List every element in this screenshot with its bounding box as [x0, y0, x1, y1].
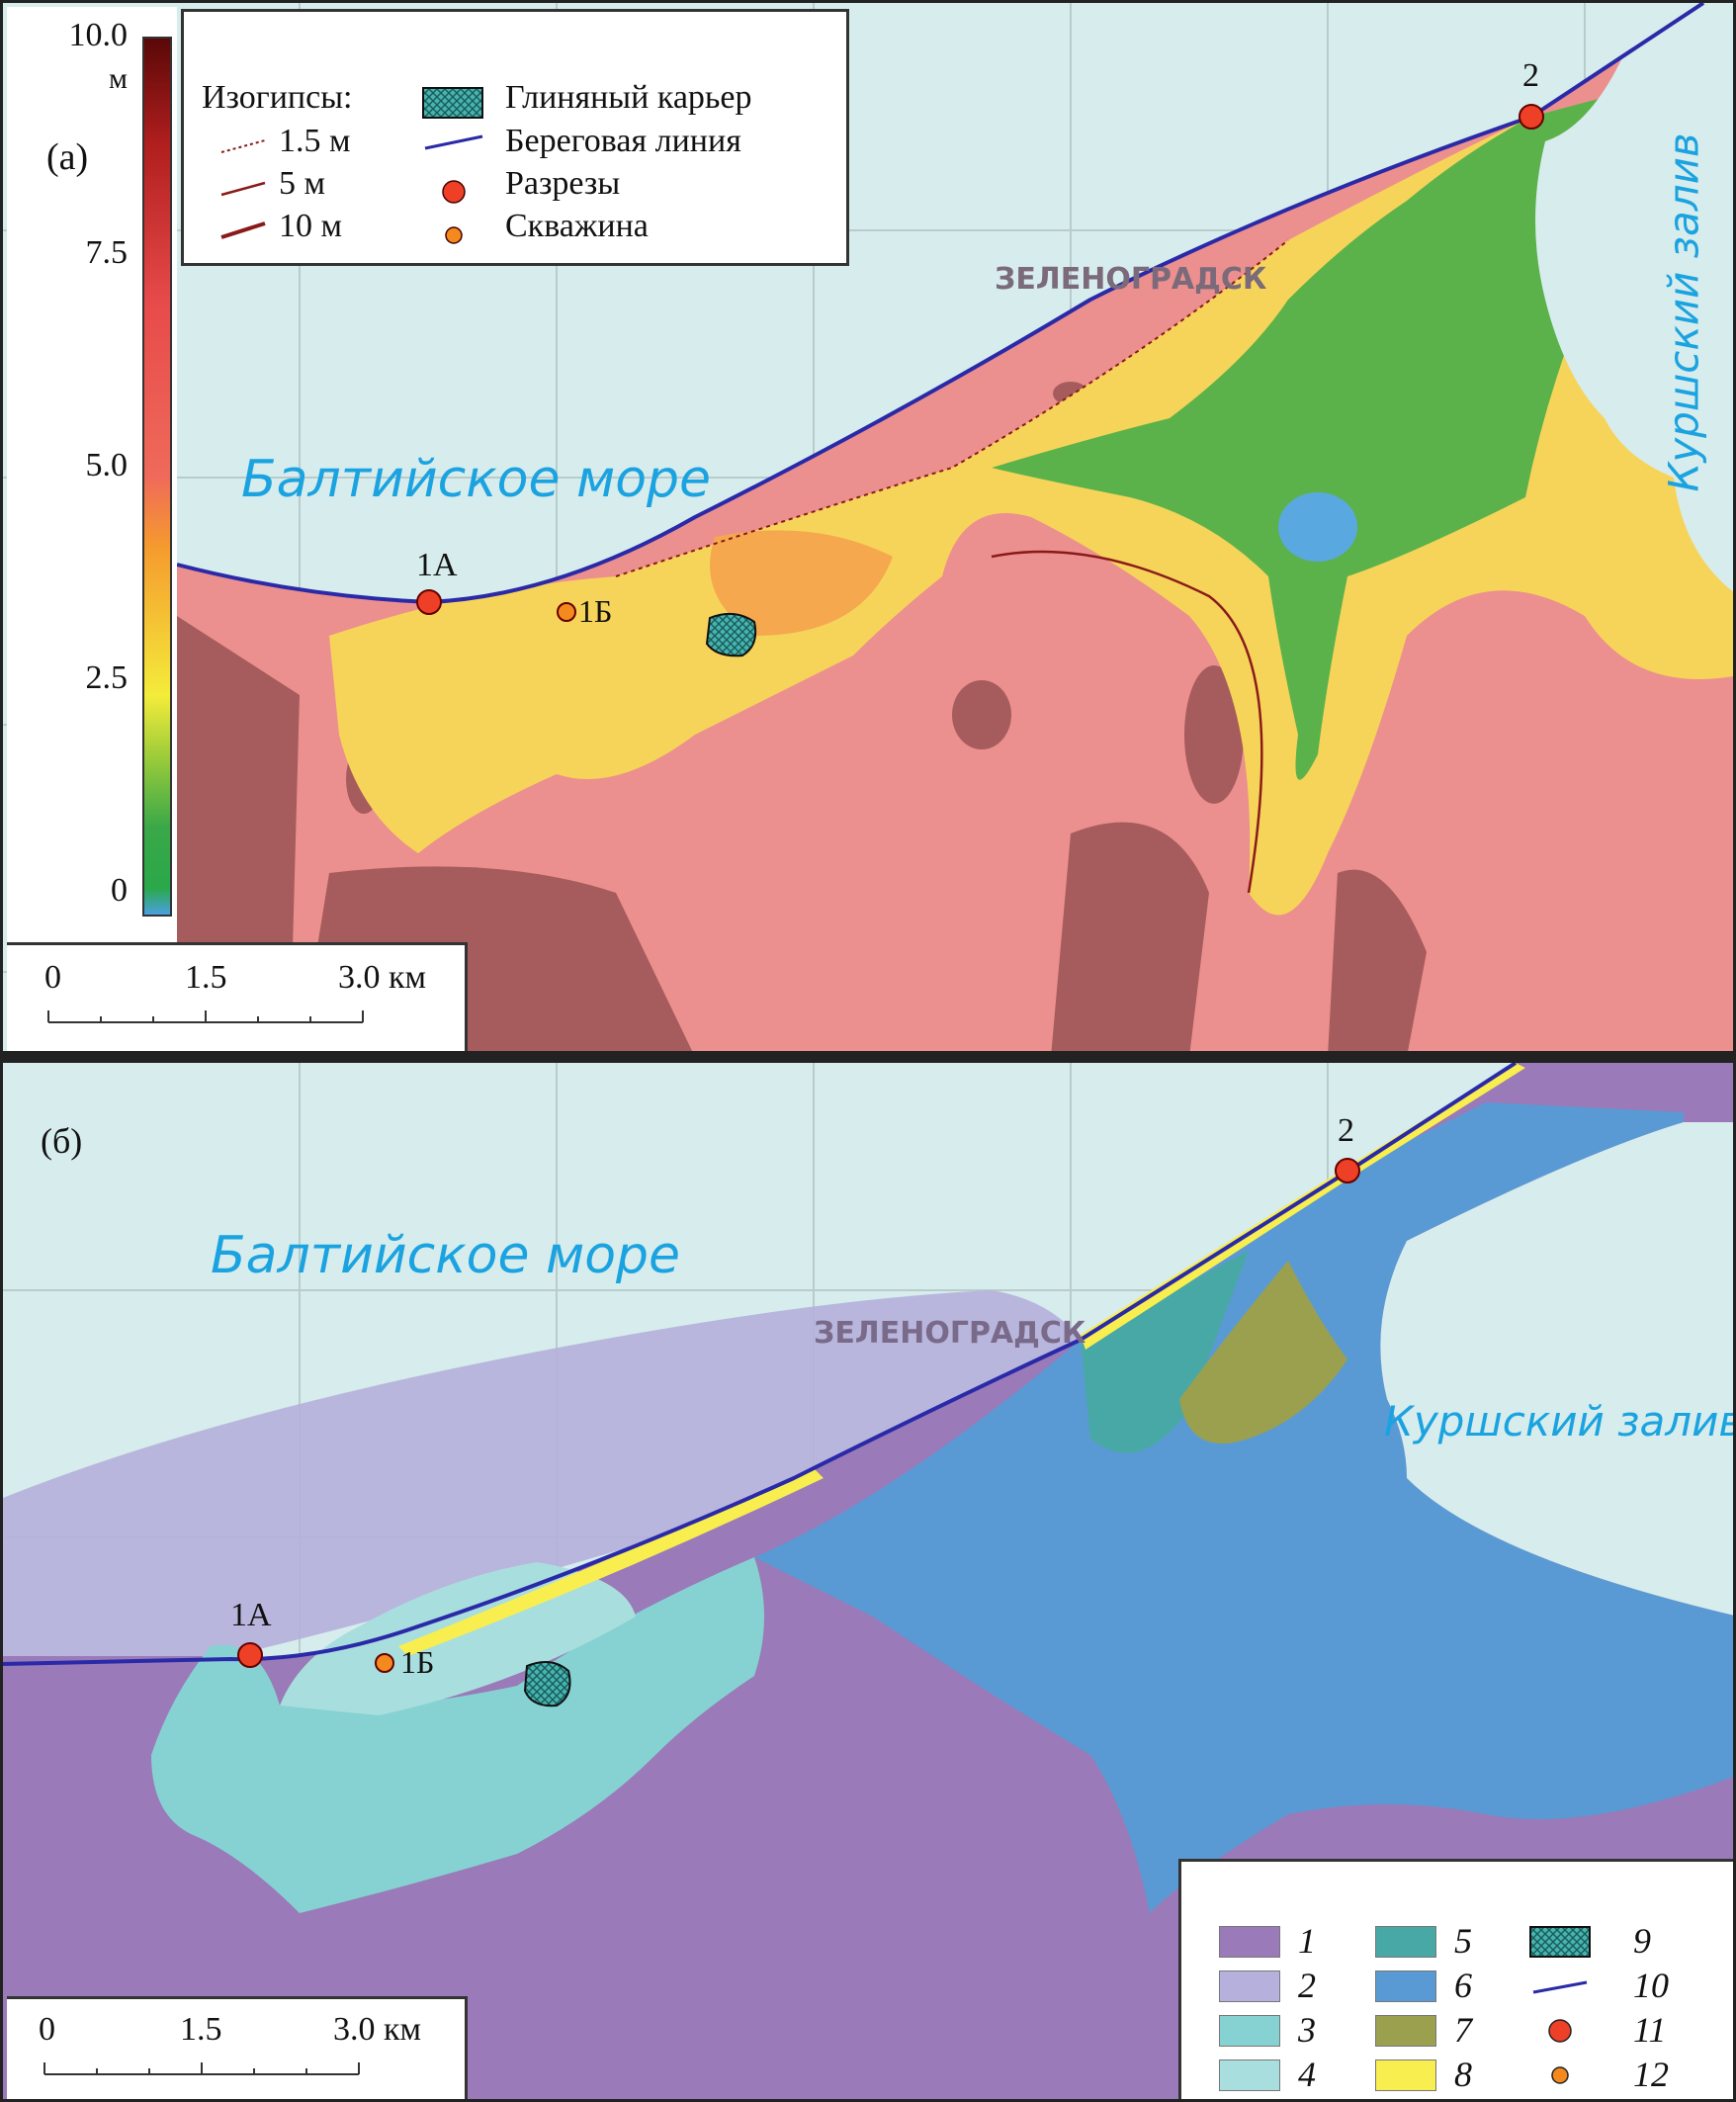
borehole-icon: [445, 226, 463, 244]
section-2-marker: [1519, 104, 1544, 130]
unit-7-area: [1179, 1261, 1347, 1444]
legend-label-8: 8: [1454, 2055, 1472, 2094]
legend-swatch-3: [1219, 2015, 1280, 2047]
depression-below-0m: [1278, 492, 1357, 562]
borehole-1b-marker: [557, 602, 576, 622]
legend-swatch-4: [1219, 2059, 1280, 2091]
scale-bar-panel-b: 0 1.5 3.0 км: [7, 1996, 468, 2099]
legend-label-9: 9: [1633, 1921, 1651, 1961]
scale-label-0: 0: [44, 959, 61, 996]
legend-label-11: 11: [1633, 2010, 1667, 2050]
borehole-1b-marker-b: [375, 1653, 394, 1673]
legend-label-7: 7: [1454, 2010, 1472, 2050]
section-icon: [442, 180, 466, 204]
scale-label-3-b: 3.0 км: [333, 2011, 422, 2048]
clay-pit-marker: [705, 612, 757, 657]
legend-swatch-8: [1375, 2059, 1436, 2091]
curonian-lagoon-label: Куршский залив: [1659, 132, 1708, 492]
lowland-orange-patch: [710, 530, 893, 636]
section-1a-marker-b: [237, 1642, 263, 1668]
colorbar-tick-10: 10.0: [68, 17, 129, 53]
clay-pit-icon: [422, 87, 483, 119]
coastline-b: [3, 1063, 1518, 1666]
legend-coastline: Береговая линия: [505, 123, 741, 159]
colorbar-tick-7.5: 7.5: [85, 234, 129, 271]
curonian-lagoon-label-b: Куршский залив: [1384, 1397, 1736, 1445]
legend-label-3: 3: [1298, 2010, 1316, 2050]
section-1a-marker: [416, 589, 442, 615]
legend-swatch-6: [1375, 1971, 1436, 2002]
section-icon-b: [1529, 2015, 1591, 2047]
panel-b-facies-map: (б) 1А 1Б 2 Балтийское море Куршский зал…: [0, 1060, 1736, 2102]
colorbar: [142, 37, 172, 917]
curonian-lagoon-b: [1380, 1122, 1733, 1616]
scale-label-0-b: 0: [39, 2011, 55, 2048]
colorbar-unit: м: [109, 62, 128, 95]
coastline: [176, 3, 1705, 605]
clay-pit-marker-b: [523, 1661, 571, 1708]
coastline-icon-b: [1529, 1971, 1591, 2002]
unit-5-area: [1081, 1251, 1249, 1453]
colorbar-tick-5: 5.0: [85, 447, 129, 483]
point-label-1a: 1А: [416, 547, 458, 583]
scale-label-3: 3.0 км: [338, 959, 427, 996]
legend-swatch-7: [1375, 2015, 1436, 2047]
point-label-2: 2: [1522, 57, 1539, 94]
unit-3-area: [151, 1557, 764, 1913]
baltic-sea-label: Балтийское море: [241, 450, 712, 509]
point-label-1a-b: 1А: [230, 1597, 272, 1633]
isohypse-line-icons: [220, 139, 266, 239]
colorbar-panel: 10.0 м 7.5 5.0 2.5 0 (а): [7, 7, 177, 944]
point-label-1b-b: 1Б: [400, 1644, 435, 1680]
legend-label-4: 4: [1298, 2055, 1316, 2094]
scale-bar-b: [43, 2062, 360, 2075]
isohypse-1.5m: [615, 239, 1289, 577]
baltic-sea-label-b: Балтийское море: [211, 1226, 681, 1285]
legend-borehole: Скважина: [505, 208, 649, 244]
legend-label-5: 5: [1454, 1921, 1472, 1961]
unit-6-area: [754, 1102, 1733, 1913]
panel-a-label: (а): [46, 136, 89, 178]
legend-isohypse-10m: 10 м: [279, 208, 343, 244]
legend-label-10: 10: [1633, 1966, 1669, 2005]
legend-swatch-1: [1219, 1926, 1280, 1958]
scale-label-1.5: 1.5: [185, 959, 227, 996]
scale-bar-panel-a: 0 1.5 3.0 км: [7, 942, 468, 1051]
scale-label-1.5-b: 1.5: [180, 2011, 222, 2048]
legend-sections: Разрезы: [505, 165, 621, 202]
isohypse-10m: [991, 550, 1263, 894]
panel-b-label: (б): [41, 1121, 83, 1161]
legend-label-1: 1: [1298, 1921, 1316, 1961]
legend-isohypse-1.5m: 1.5 м: [279, 123, 351, 159]
scale-bar: [47, 1010, 364, 1023]
legend-panel-b: 1 2 3 4 5 6 7 8 9 10 11 12: [1178, 1859, 1733, 2099]
facies-map-canvas: [3, 1063, 1733, 2099]
legend-isohypse-title: Изогипсы:: [202, 79, 353, 116]
point-label-1b: 1Б: [578, 593, 613, 629]
zelenogradsk-label-b: ЗЕЛЕНОГРАДСК: [814, 1316, 1086, 1351]
near-sea-level-0-1.5m: [992, 92, 1624, 780]
borehole-icon-b: [1529, 2059, 1591, 2091]
legend-label-12: 12: [1633, 2055, 1669, 2094]
unit-2-area: [3, 1290, 1081, 1656]
coastline-icon: [424, 134, 483, 150]
legend-swatch-5: [1375, 1926, 1436, 1958]
section-2-marker-b: [1335, 1158, 1360, 1183]
legend-swatch-2: [1219, 1971, 1280, 2002]
colorbar-tick-2.5: 2.5: [85, 659, 129, 696]
legend-panel-a: Изогипсы: 1.5 м 5 м 10 м Глиняный карьер…: [181, 9, 849, 266]
legend-clay-pit: Глиняный карьер: [505, 79, 752, 116]
zelenogradsk-label: ЗЕЛЕНОГРАДСК: [995, 262, 1267, 297]
colorbar-tick-0: 0: [111, 872, 128, 909]
panel-a-elevation-map: 1А 1Б 2 Балтийское море ЗЕЛЕНОГРАДСК Кур…: [0, 0, 1736, 1054]
legend-label-2: 2: [1298, 1966, 1316, 2005]
legend-label-6: 6: [1454, 1966, 1472, 2005]
point-label-2-b: 2: [1338, 1112, 1354, 1149]
curonian-lagoon: [1535, 3, 1733, 592]
legend-isohypse-5m: 5 м: [279, 165, 326, 202]
clay-pit-icon-b: [1529, 1926, 1591, 1958]
legend-symbol-icons: [422, 87, 483, 244]
